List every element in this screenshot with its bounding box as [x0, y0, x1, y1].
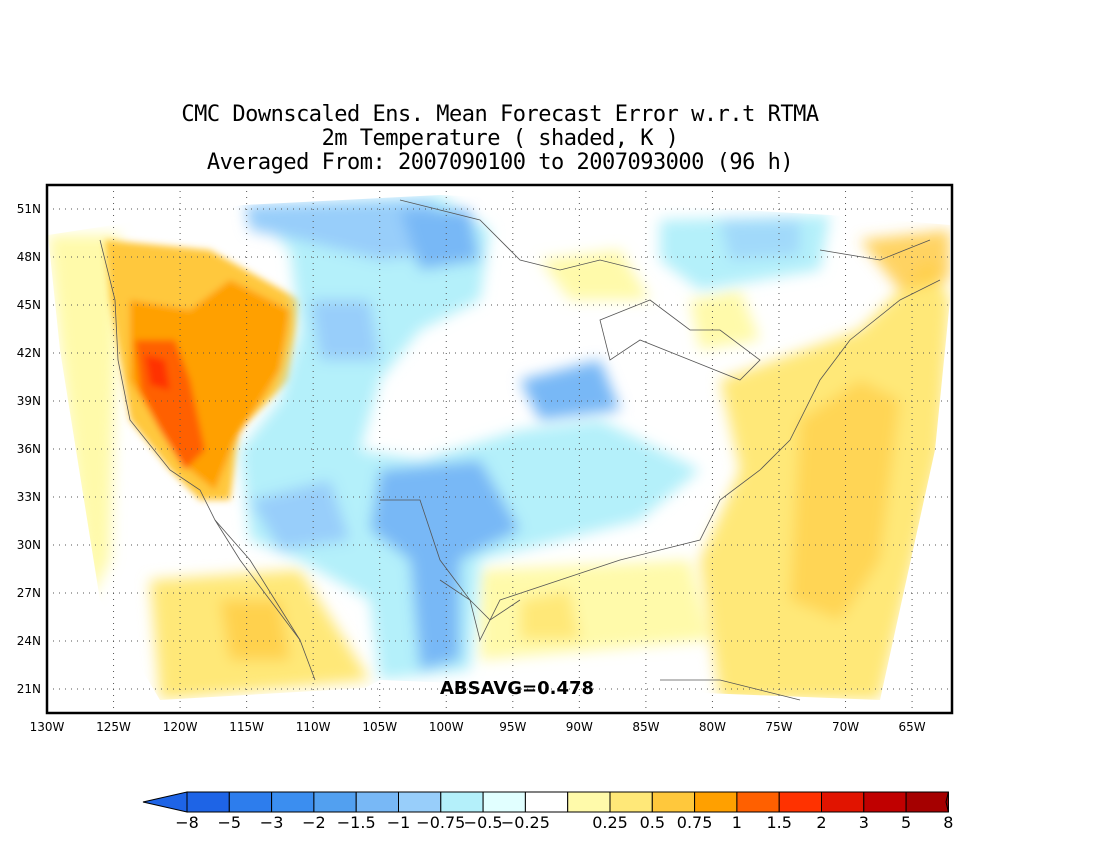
lon-tick-label: 65W — [899, 720, 926, 734]
colorbar-tick-label: −0.25 — [501, 813, 550, 832]
lon-tick-label: 125W — [96, 720, 131, 734]
absavg-label: ABSAVG=0.478 — [440, 678, 594, 699]
lon-tick-label: 120W — [163, 720, 198, 734]
lon-tick-label: 70W — [832, 720, 859, 734]
colorbar-swatch — [186, 791, 230, 813]
colorbar-tick-label: 1.5 — [766, 813, 791, 832]
colorbar-tick-label: −3 — [260, 813, 284, 832]
lat-tick-label: 30N — [17, 538, 41, 552]
colorbar-tick-label: −0.75 — [416, 813, 465, 832]
colorbar-swatch — [482, 791, 526, 813]
colorbar-swatch — [271, 791, 315, 813]
coastlines — [99, 199, 941, 701]
title-line-2: 2m Temperature ( shaded, K ) — [321, 126, 679, 151]
lat-tick-label: 42N — [17, 346, 41, 360]
colorbar-high-arrow — [945, 791, 949, 813]
lon-tick-label: 85W — [632, 720, 659, 734]
colorbar-swatch — [821, 791, 865, 813]
title-line-1: CMC Downscaled Ens. Mean Forecast Error … — [181, 102, 819, 127]
lat-tick-label: 48N — [17, 250, 41, 264]
colorbar-swatch — [567, 791, 611, 813]
map-frame — [45, 183, 954, 715]
colorbar: −8 −5 −3 −2 −1.5 −1 −0.75−0.5−0.25 0.25 0.5 0.75 1… — [142, 791, 953, 832]
colorbar-swatch — [863, 791, 907, 813]
lon-tick-label: 100W — [429, 720, 464, 734]
lat-tick-label: 36N — [17, 442, 41, 456]
latitude-tick-labels: 21N 24N 27N 30N 33N 36N 39N 42N 45N 48N 51N — [17, 202, 41, 696]
colorbar-swatch — [228, 791, 273, 813]
colorbar-tick-label: −5 — [218, 813, 242, 832]
colorbar-tick-label: −1 — [387, 813, 411, 832]
colorbar-tick-label: −8 — [175, 813, 199, 832]
colorbar-tick-label: 1 — [732, 813, 742, 832]
grid-lines — [47, 185, 952, 713]
colorbar-swatch — [905, 791, 949, 813]
colorbar-tick-label: −2 — [302, 813, 326, 832]
lat-tick-label: 45N — [17, 298, 41, 312]
colorbar-swatch — [736, 791, 780, 813]
lat-tick-label: 51N — [17, 202, 41, 216]
colorbar-swatch — [609, 791, 653, 813]
lon-tick-label: 130W — [30, 720, 65, 734]
colorbar-tick-label: 5 — [901, 813, 911, 832]
lon-tick-label: 115W — [229, 720, 264, 734]
lon-tick-label: 90W — [566, 720, 593, 734]
colorbar-tick-label: −1.5 — [337, 813, 376, 832]
lat-tick-label: 39N — [17, 394, 41, 408]
lat-tick-label: 33N — [17, 490, 41, 504]
lon-tick-label: 105W — [362, 720, 397, 734]
lat-tick-label: 21N — [17, 682, 41, 696]
colorbar-swatch — [313, 791, 357, 813]
lat-tick-label: 27N — [17, 586, 41, 600]
colorbar-tick-label: 0.5 — [640, 813, 665, 832]
longitude-tick-labels: 130W 125W 120W 115W 110W 105W 100W 95W 90W 85W 80W… — [30, 720, 926, 734]
colorbar-swatch — [398, 791, 442, 813]
lon-tick-label: 80W — [699, 720, 726, 734]
colorbar-swatch — [778, 791, 823, 813]
lat-tick-label: 24N — [17, 634, 41, 648]
colorbar-tick-label: −0.5 — [464, 813, 503, 832]
colorbar-low-arrow — [142, 791, 188, 813]
colorbar-swatch — [651, 791, 696, 813]
colorbar-swatch — [524, 791, 569, 813]
colorbar-swatch — [694, 791, 738, 813]
title-line-3: Averaged From: 2007090100 to 2007093000 … — [206, 150, 794, 175]
shaded-field — [48, 195, 950, 700]
colorbar-swatch — [355, 791, 400, 813]
lon-tick-label: 110W — [296, 720, 331, 734]
colorbar-tick-label: 3 — [859, 813, 869, 832]
colorbar-swatch — [440, 791, 484, 813]
colorbar-tick-label: 0.75 — [677, 813, 713, 832]
colorbar-tick-label: 8 — [943, 813, 953, 832]
lon-tick-label: 75W — [765, 720, 792, 734]
colorbar-tick-label: 0.25 — [592, 813, 628, 832]
colorbar-tick-label: 2 — [816, 813, 826, 832]
lon-tick-label: 95W — [499, 720, 526, 734]
